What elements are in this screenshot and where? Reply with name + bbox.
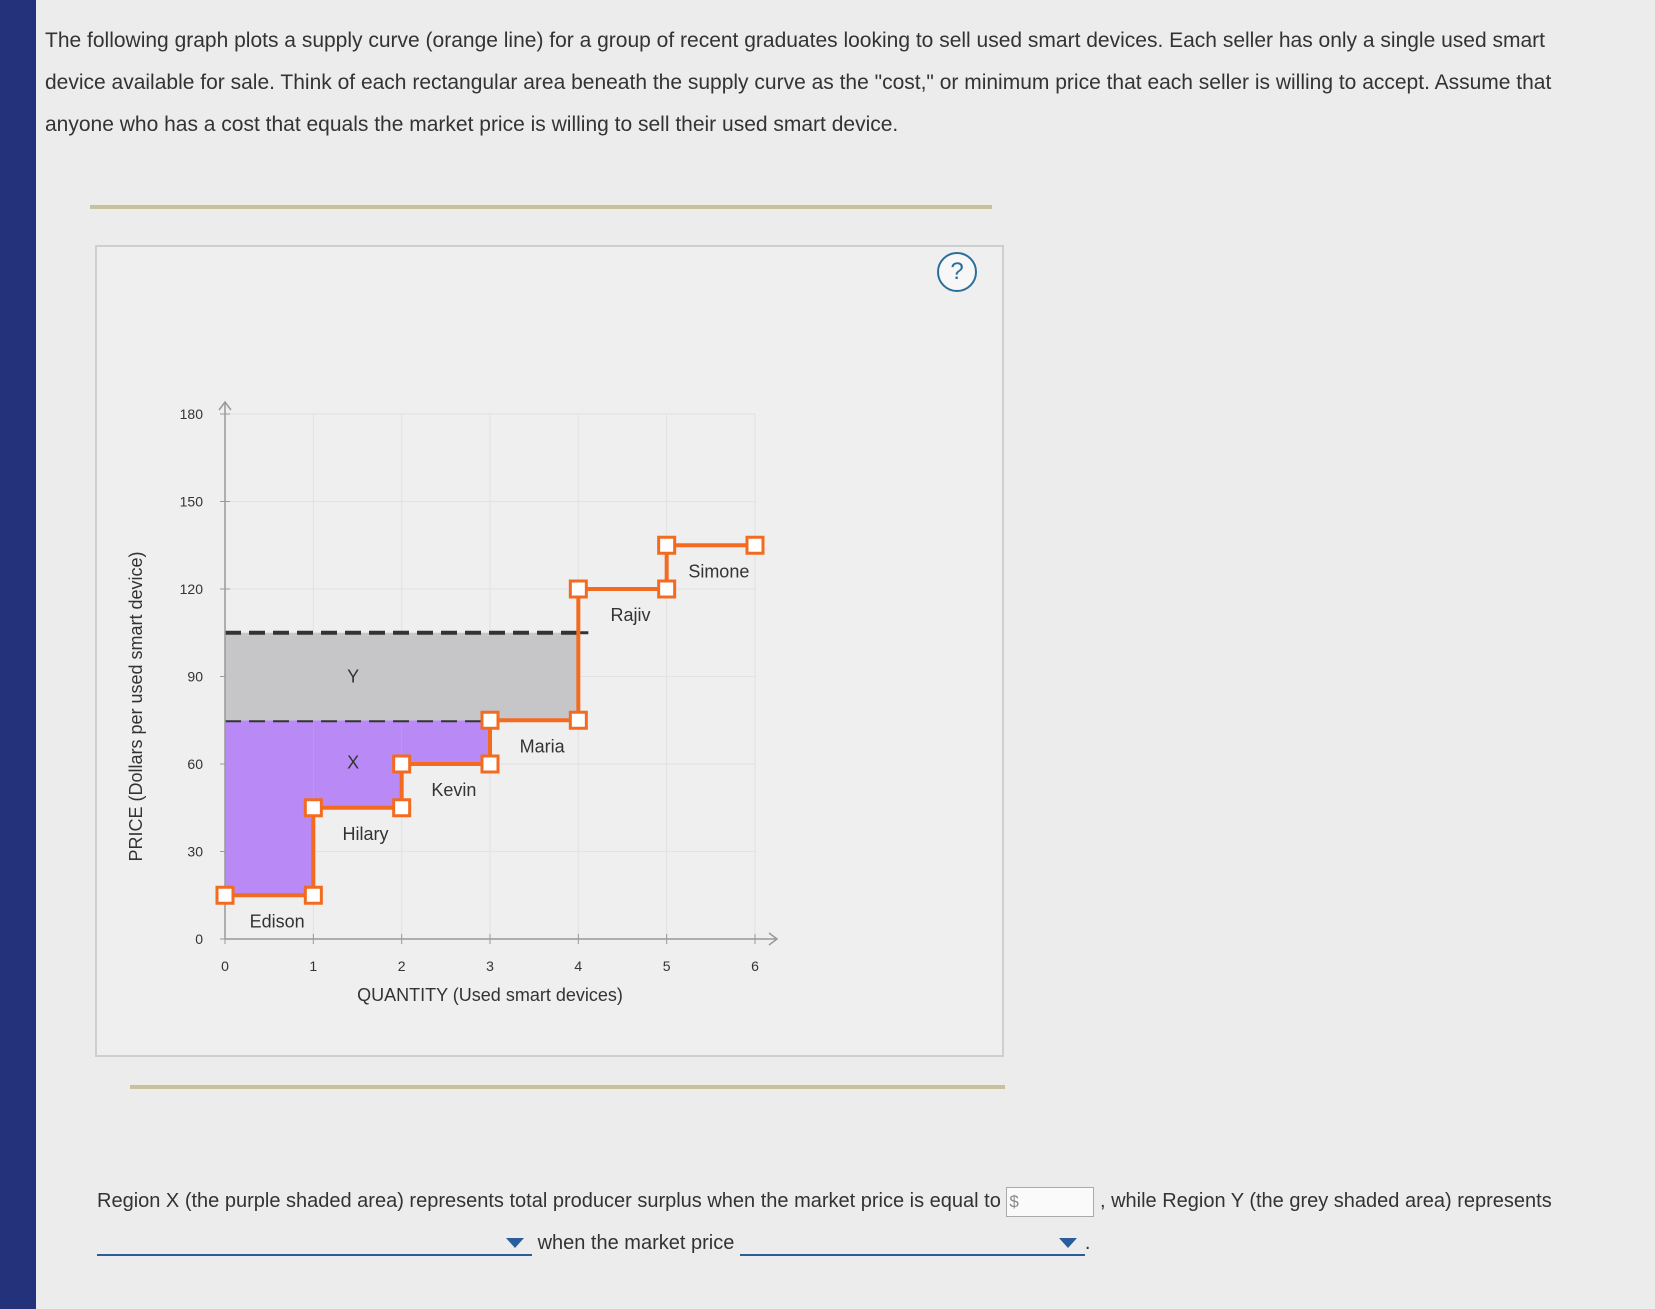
dropdown[interactable]: [739, 1232, 1085, 1256]
seller-label: Hilary: [342, 824, 388, 844]
x-tick-label: 6: [751, 958, 759, 974]
divider: [90, 205, 992, 209]
question-text: .: [1084, 1232, 1091, 1254]
region-label: X: [347, 752, 359, 772]
question-text: when the market price: [537, 1232, 735, 1254]
region-label: Y: [347, 667, 359, 687]
y-tick-label: 0: [195, 931, 203, 947]
question-text: , while Region Y (the grey shaded area) …: [1099, 1190, 1552, 1212]
step-point: [303, 798, 323, 818]
price-input[interactable]: [1006, 1186, 1095, 1217]
x-tick-label: 0: [221, 958, 229, 974]
seller-label: Rajiv: [610, 605, 650, 625]
window-edge: [0, 0, 36, 1309]
step-point: [303, 885, 323, 905]
seller-label: Edison: [250, 911, 305, 931]
x-tick-label: 5: [663, 958, 671, 974]
x-tick-label: 3: [486, 958, 494, 974]
instructions: The following graph plots a supply curve…: [45, 29, 1552, 136]
step-point: [657, 535, 677, 555]
y-tick-label: 180: [180, 406, 204, 422]
step-point: [568, 579, 588, 599]
region-x-area: [401, 720, 490, 764]
divider: [130, 1085, 1005, 1089]
region-y-area: [225, 632, 579, 721]
graph-panel: 0 1 2 3 4 5 6 0 30 60 90 120 150 180 X Y QUANTITY (Used …: [95, 245, 1004, 1057]
step-point: [480, 710, 500, 730]
step-point: [392, 754, 412, 774]
region-x-area: [225, 720, 314, 896]
step-point: [215, 885, 235, 905]
x-axis-label: QUANTITY (Used smart devices): [357, 985, 623, 1005]
x-tick-label: 4: [574, 958, 582, 974]
step-point: [480, 754, 500, 774]
step-point: [568, 710, 588, 730]
question-text: Region X (the purple shaded area) repres…: [97, 1190, 1001, 1212]
x-axis: [225, 932, 779, 946]
y-tick-label: 60: [187, 756, 203, 772]
x-tick-label: 2: [398, 958, 406, 974]
seller-label: Kevin: [431, 780, 476, 800]
step-point: [745, 535, 765, 555]
seller-label: Simone: [688, 561, 749, 581]
y-tick-label: 30: [187, 844, 203, 860]
seller-label: Maria: [520, 736, 566, 756]
question: Region X (the purple shaded area) repres…: [97, 1180, 1557, 1264]
dropdown[interactable]: [97, 1232, 532, 1256]
step-point: [392, 798, 412, 818]
y-tick-label: 150: [180, 494, 204, 510]
step-point: [657, 579, 677, 599]
y-axis-label: PRICE (Dollars per used smart device): [126, 551, 146, 861]
y-tick-label: 90: [187, 669, 203, 685]
region-x-area: [313, 720, 402, 808]
help-button[interactable]: ?: [937, 252, 977, 292]
y-axis: [218, 400, 232, 939]
y-tick-label: 120: [180, 581, 204, 597]
x-tick-label: 1: [309, 958, 317, 974]
